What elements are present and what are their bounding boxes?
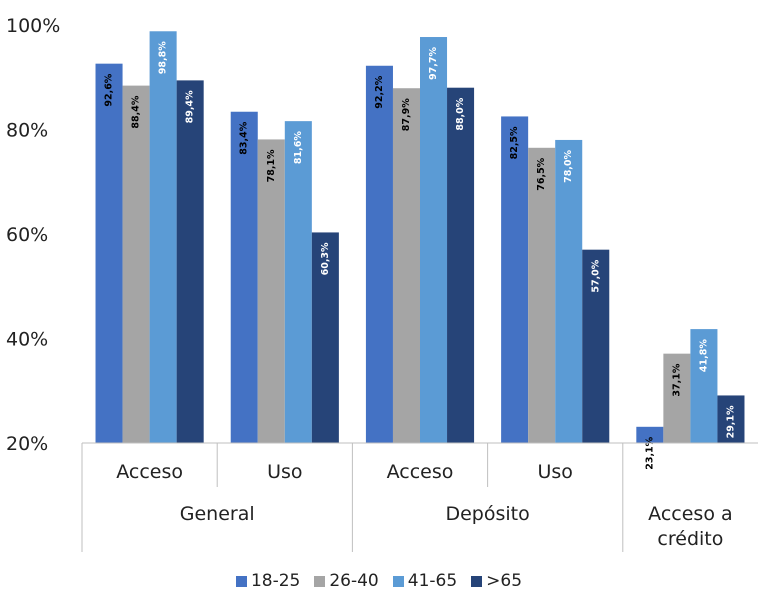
bar	[392, 88, 420, 443]
data-label: 92,6%	[104, 73, 115, 106]
bar	[555, 139, 583, 443]
data-label: 76,5%	[536, 157, 547, 190]
y-tick-label: 60%	[6, 224, 48, 246]
legend-item-41-65[interactable]: 41-65	[392, 571, 458, 591]
legend-item-over-65[interactable]: >65	[471, 571, 522, 591]
category-label: Acceso	[387, 461, 454, 483]
legend-swatch-26-40	[314, 575, 326, 587]
data-label: 29,1%	[725, 405, 736, 438]
data-label: 88,0%	[455, 97, 466, 130]
data-label: 82,5%	[509, 126, 520, 159]
y-tick-label: 100%	[6, 15, 60, 37]
data-label: 60,3%	[320, 242, 331, 275]
data-label: 78,1%	[266, 149, 277, 182]
data-label: 57,0%	[590, 259, 601, 292]
bar	[528, 147, 556, 443]
group-label: Depósito	[445, 503, 529, 525]
legend-label-18-25: 18-25	[250, 571, 301, 591]
data-label: 87,9%	[401, 98, 412, 131]
bar	[284, 121, 312, 443]
bar	[257, 139, 285, 444]
legend-item-18-25[interactable]: 18-25	[235, 571, 301, 591]
y-tick-label: 20%	[6, 433, 48, 455]
bar	[95, 63, 123, 443]
data-label: 81,6%	[293, 131, 304, 164]
data-label: 41,8%	[698, 339, 709, 372]
bar	[420, 37, 448, 444]
bar	[176, 80, 204, 443]
legend-swatch-18-25	[235, 575, 247, 587]
data-label: 83,4%	[239, 121, 250, 154]
data-label: 37,1%	[671, 363, 682, 396]
category-label: Uso	[267, 461, 302, 483]
data-label: 88,4%	[131, 95, 142, 128]
data-label: 92,2%	[374, 75, 385, 108]
y-tick-label: 40%	[6, 329, 48, 351]
legend-swatch-41-65	[392, 575, 404, 587]
bar	[663, 353, 691, 443]
data-label: 89,4%	[185, 90, 196, 123]
bar	[582, 249, 610, 443]
group-label-line: crédito	[657, 528, 723, 550]
category-label: Uso	[537, 461, 572, 483]
bar-chart: 20% 40% 60% 80% 100% 92,6% 83,4% 92,2% 82,5% 23,1…	[6, 15, 758, 552]
data-label: 98,8%	[158, 41, 169, 74]
legend-label-26-40: 26-40	[329, 571, 379, 591]
legend-item-26-40[interactable]: 26-40	[314, 571, 379, 591]
bar	[636, 426, 664, 443]
category-label: Acceso	[116, 461, 183, 483]
legend-label-41-65: 41-65	[407, 571, 458, 591]
legend-swatch-over-65	[471, 575, 483, 587]
y-tick-label: 80%	[6, 120, 48, 142]
bar	[311, 232, 339, 443]
data-label: 23,1%	[644, 436, 655, 469]
data-label: 78,0%	[563, 149, 574, 182]
bar	[447, 87, 475, 443]
bar	[717, 395, 745, 443]
bar	[149, 31, 177, 444]
bar	[690, 329, 718, 443]
bar	[122, 85, 150, 444]
group-label: General	[180, 503, 255, 525]
bar	[365, 65, 393, 443]
data-label: 97,7%	[428, 47, 439, 80]
legend-label-over-65: >65	[486, 571, 523, 591]
bar	[501, 116, 529, 443]
legend: 18-25 26-40 41-65 >65	[0, 570, 758, 592]
group-label-line: Acceso a	[648, 503, 732, 525]
bar	[230, 111, 258, 444]
